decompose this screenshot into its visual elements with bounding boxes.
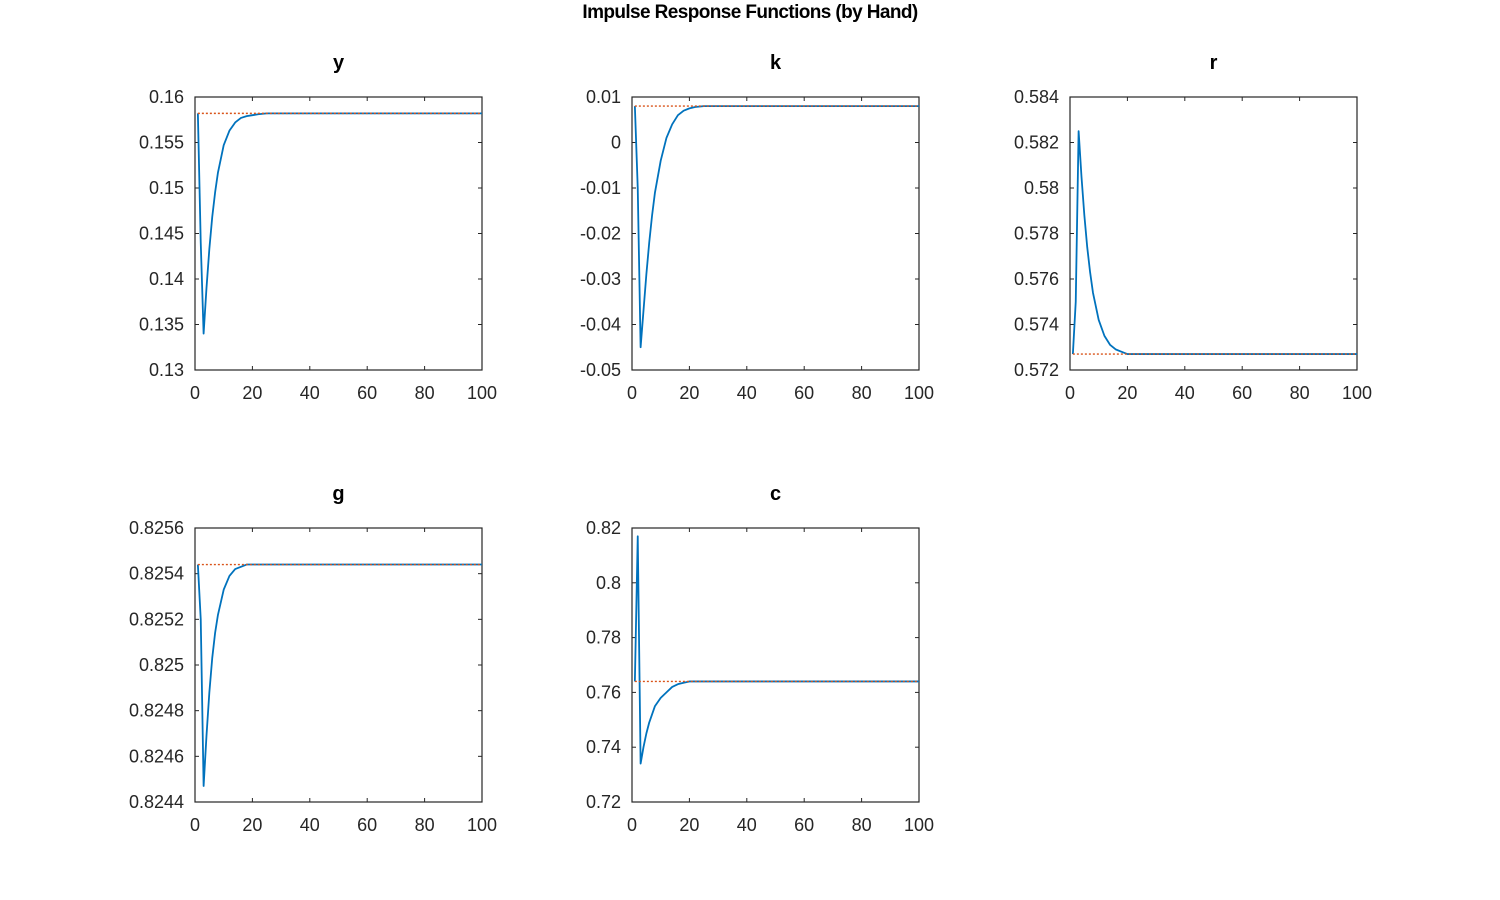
response-series-line	[196, 112, 482, 335]
y-tick-label: -0.04	[580, 315, 621, 335]
y-tick-label: 0.8246	[129, 746, 184, 766]
response-series-line	[1071, 130, 1357, 355]
x-tick-label: 100	[467, 815, 497, 835]
response-series-line	[633, 105, 919, 349]
y-tick-label: 0.578	[1014, 224, 1059, 244]
x-tick-label: 0	[627, 383, 637, 403]
y-tick-label: 0.78	[586, 628, 621, 648]
axes-box	[1069, 96, 1358, 371]
x-tick-label: 60	[794, 815, 814, 835]
x-tick-label: 0	[627, 815, 637, 835]
x-tick-label: 100	[904, 815, 934, 835]
y-tick-label: -0.02	[580, 224, 621, 244]
y-tick-label: 0.8	[596, 573, 621, 593]
x-tick-label: 60	[1232, 383, 1252, 403]
y-tick-label: 0.8248	[129, 701, 184, 721]
subplot-k: 0 20 40 60 80 100 -0.05 -0.04 -0.03 -0.02 -0.01 0 0.…	[580, 52, 934, 403]
y-tick-label: 0.72	[586, 792, 621, 812]
axes-box	[194, 96, 483, 371]
x-tick-label: 100	[1342, 383, 1372, 403]
subplot-title: r	[1210, 52, 1218, 74]
axes-box	[631, 527, 920, 803]
y-tick-label: 0.13	[149, 360, 184, 380]
x-tick-label: 40	[300, 815, 320, 835]
x-tick-label: 80	[415, 383, 435, 403]
y-tick-label: 0	[611, 133, 621, 153]
subplot-y: 0 20 40 60 80 100 0.13 0.135 0.14 0.145 0.15 0.155 0…	[139, 52, 497, 403]
x-tick-label: 80	[852, 815, 872, 835]
y-tick-label: 0.582	[1014, 133, 1059, 153]
x-tick-label: 60	[794, 383, 814, 403]
x-tick-label: 20	[679, 815, 699, 835]
x-tick-label: 40	[737, 383, 757, 403]
x-tick-label: 80	[1290, 383, 1310, 403]
y-tick-label: 0.74	[586, 737, 621, 757]
y-tick-label: 0.8256	[129, 518, 184, 538]
y-tick-label: 0.574	[1014, 315, 1059, 335]
y-tick-label: 0.8252	[129, 609, 184, 629]
y-tick-label: 0.576	[1014, 269, 1059, 289]
y-tick-label: 0.82	[586, 518, 621, 538]
x-tick-label: 60	[357, 815, 377, 835]
response-series-line	[196, 563, 482, 787]
y-tick-label: 0.8254	[129, 564, 184, 584]
x-tick-label: 40	[737, 815, 757, 835]
x-tick-label: 100	[467, 383, 497, 403]
y-tick-label: 0.135	[139, 315, 184, 335]
y-tick-label: 0.155	[139, 133, 184, 153]
x-tick-label: 0	[190, 383, 200, 403]
y-tick-label: -0.03	[580, 269, 621, 289]
subplot-title: y	[333, 52, 345, 74]
axes-box	[631, 96, 920, 371]
response-series-line	[633, 535, 919, 765]
subplot-c: 0 20 40 60 80 100 0.72 0.74 0.76 0.78 0.8 0.82 c	[586, 483, 934, 835]
x-tick-label: 0	[1065, 383, 1075, 403]
subplot-title: g	[332, 483, 344, 505]
subplot-title: k	[770, 52, 782, 74]
x-tick-label: 40	[1175, 383, 1195, 403]
y-tick-label: 0.145	[139, 224, 184, 244]
x-tick-label: 20	[242, 383, 262, 403]
x-tick-label: 100	[904, 383, 934, 403]
y-tick-label: 0.8244	[129, 792, 184, 812]
y-tick-label: 0.584	[1014, 87, 1059, 107]
x-tick-label: 60	[357, 383, 377, 403]
y-tick-label: 0.825	[139, 655, 184, 675]
y-tick-label: 0.15	[149, 178, 184, 198]
y-tick-label: -0.05	[580, 360, 621, 380]
x-tick-label: 20	[1117, 383, 1137, 403]
x-tick-label: 80	[852, 383, 872, 403]
y-tick-label: 0.58	[1024, 178, 1059, 198]
x-tick-label: 80	[415, 815, 435, 835]
x-tick-label: 20	[679, 383, 699, 403]
x-tick-label: 20	[242, 815, 262, 835]
figure-title: Impulse Response Functions (by Hand)	[582, 2, 918, 23]
x-tick-label: 0	[190, 815, 200, 835]
y-tick-label: 0.572	[1014, 360, 1059, 380]
subplot-r: 0 20 40 60 80 100 0.572 0.574 0.576 0.578 0.58 0.58…	[1014, 52, 1372, 403]
subplot-g: 0 20 40 60 80 100 0.8244 0.8246 0.8248 0.825 0.825…	[129, 483, 497, 835]
y-tick-label: 0.16	[149, 87, 184, 107]
y-tick-label: 0.14	[149, 269, 184, 289]
y-tick-label: 0.01	[586, 87, 621, 107]
axes-box	[194, 527, 483, 803]
subplot-title: c	[770, 483, 781, 505]
y-tick-label: 0.76	[586, 682, 621, 702]
x-tick-label: 40	[300, 383, 320, 403]
y-tick-label: -0.01	[580, 178, 621, 198]
